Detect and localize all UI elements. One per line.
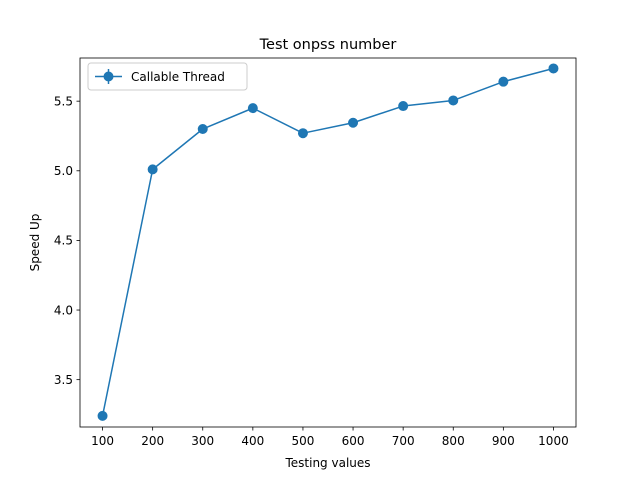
chart-title: Test onpss number: [259, 37, 397, 53]
data-point: [398, 101, 409, 112]
y-tick-label: 5.0: [54, 164, 73, 178]
x-tick-label: 600: [342, 434, 365, 448]
x-axis: 100 200 300 400 500 600 700 800 900 1000: [91, 427, 569, 448]
x-tick-label: 300: [191, 434, 214, 448]
x-tick-label: 900: [492, 434, 515, 448]
series-line: [101, 67, 555, 417]
x-tick-label: 400: [241, 434, 264, 448]
x-tick-label: 700: [392, 434, 415, 448]
y-tick-label: 4.0: [54, 303, 73, 317]
data-point: [97, 410, 108, 421]
x-tick-label: 500: [291, 434, 314, 448]
legend-marker-swatch: [103, 71, 114, 82]
x-tick-label: 1000: [538, 434, 569, 448]
data-point: [147, 164, 158, 175]
legend-label: Callable Thread: [131, 70, 225, 84]
y-axis-label: Speed Up: [28, 214, 42, 272]
plot-area: [79, 57, 577, 428]
legend-box: [87, 62, 248, 91]
x-tick-label: 100: [91, 434, 114, 448]
data-point: [197, 124, 208, 135]
series-layer: [97, 63, 559, 421]
data-point: [448, 95, 459, 106]
plot-frame: [79, 57, 577, 428]
x-tick-label: 800: [442, 434, 465, 448]
data-point: [247, 103, 258, 114]
x-axis-label: Testing values: [284, 456, 370, 470]
y-axis: 3.5 4.0 4.5 5.0 5.5: [54, 94, 80, 387]
y-tick-label: 4.5: [54, 234, 73, 248]
y-tick-label: 5.5: [54, 94, 73, 108]
x-tick-label: 200: [141, 434, 164, 448]
data-point: [348, 117, 359, 128]
data-point: [498, 76, 509, 87]
data-point: [297, 128, 308, 139]
y-tick-label: 3.5: [54, 373, 73, 387]
legend: Callable Thread: [87, 62, 248, 91]
data-point: [548, 63, 559, 74]
